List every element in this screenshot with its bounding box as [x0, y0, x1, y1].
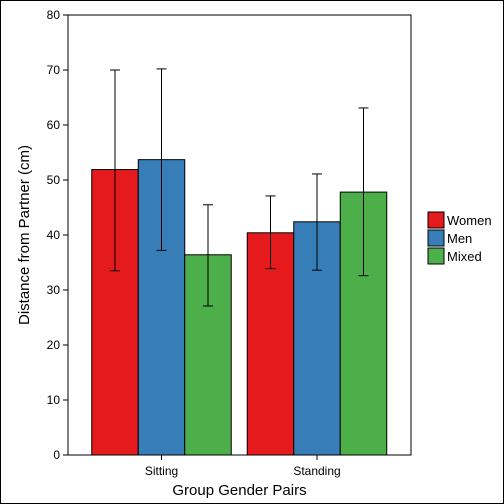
y-tick-label: 80: [47, 8, 61, 22]
legend-label-women: Women: [447, 213, 492, 228]
x-tick-label-sitting: Sitting: [145, 464, 178, 478]
y-tick-label: 0: [53, 448, 60, 462]
y-axis: 0 10 20 30 40 50 60 70 80: [47, 8, 68, 462]
legend-swatch-men: [427, 229, 445, 247]
y-tick-label: 10: [47, 393, 61, 407]
y-tick-label: 30: [47, 283, 61, 297]
y-tick-label: 40: [47, 228, 61, 242]
legend-label-mixed: Mixed: [447, 249, 482, 264]
x-tick-label-standing: Standing: [293, 464, 340, 478]
legend-label-men: Men: [447, 231, 472, 246]
y-tick-label: 60: [47, 118, 61, 132]
bar-women-standing: [246, 232, 295, 456]
bars-layer: [91, 159, 388, 456]
y-tick-label: 20: [47, 338, 61, 352]
x-axis-title: Group Gender Pairs: [172, 482, 306, 499]
y-tick-label: 70: [47, 63, 61, 77]
legend-swatch-mixed: [427, 247, 445, 265]
legend-swatch-women: [427, 211, 445, 229]
y-axis-title: Distance from Partner (cm): [16, 145, 33, 325]
legend: Women Men Mixed: [427, 211, 492, 265]
error-bars-layer: [110, 68, 369, 307]
x-axis: Sitting Standing: [145, 455, 341, 478]
y-tick-label: 50: [47, 173, 61, 187]
